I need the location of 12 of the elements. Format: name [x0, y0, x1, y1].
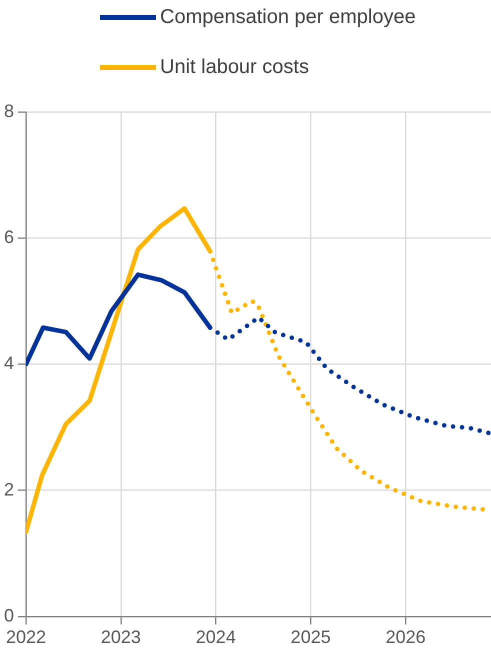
legend-label: Unit labour costs [160, 56, 309, 78]
y-tick-label: 0 [4, 605, 14, 626]
y-tick-label: 2 [4, 479, 14, 500]
x-tick-label: 2026 [386, 627, 426, 648]
y-tick-label: 8 [4, 100, 14, 121]
x-tick-label: 2022 [6, 627, 46, 648]
x-tick-label: 2024 [196, 627, 236, 648]
y-tick-label: 6 [4, 227, 14, 248]
x-tick-label: 2025 [290, 627, 331, 648]
legend-label: Compensation per employee [160, 6, 416, 28]
x-tick-label: 2023 [100, 627, 141, 648]
y-tick-label: 4 [4, 353, 14, 374]
